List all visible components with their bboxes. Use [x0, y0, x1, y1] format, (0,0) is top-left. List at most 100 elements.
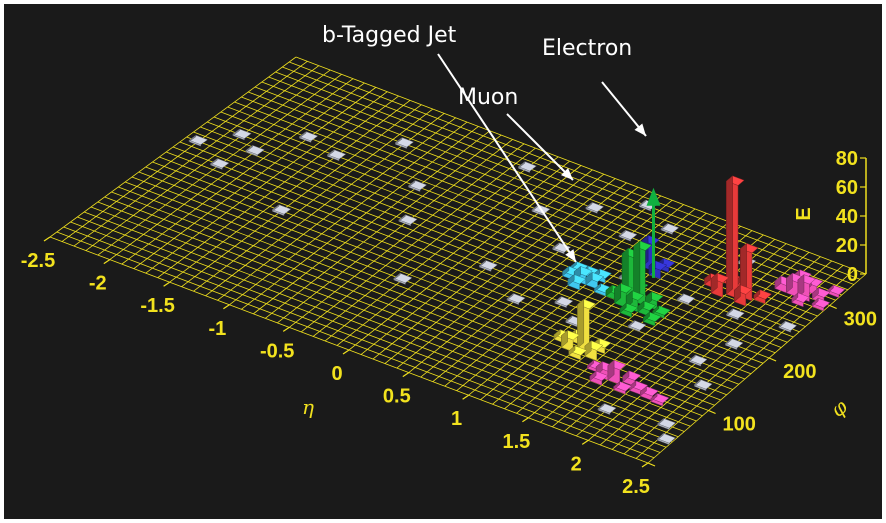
grid-line-phi	[179, 141, 764, 364]
green-tower	[614, 282, 633, 308]
grid-line-phi	[295, 56, 867, 275]
noise-tower	[209, 157, 230, 170]
noise-tower	[627, 319, 647, 332]
grid-line-phi	[227, 106, 806, 327]
annotation-muon-text: Muon	[458, 85, 518, 110]
phi-tick-mark	[708, 409, 716, 415]
noise-tower	[407, 179, 428, 192]
energy-tick-label: 0	[847, 264, 858, 286]
noise-tower	[554, 295, 574, 308]
eta-tick-mark	[163, 281, 170, 287]
annotation-muon: Muon	[458, 85, 574, 181]
grid-line-phi	[145, 166, 733, 390]
cyan-tower	[567, 273, 587, 291]
magenta-tower	[639, 385, 659, 401]
noise-tower	[726, 308, 745, 321]
eta-tick-mark	[103, 259, 111, 265]
yellow-tower	[560, 329, 580, 353]
grid-line-phi	[63, 226, 661, 453]
green-tower	[642, 311, 662, 327]
grid-line-phi	[186, 136, 770, 359]
eta-tick-mark	[223, 304, 230, 310]
annotation-muon-arrowhead	[561, 168, 573, 180]
noise-tower	[394, 137, 415, 149]
noise-tower	[326, 149, 347, 162]
energy-axis-label: E	[793, 207, 815, 220]
magenta-tower	[791, 292, 810, 308]
eta-tick-label: -2.5	[21, 250, 55, 272]
red-tower	[725, 175, 745, 299]
eta-tick-label: 0.5	[383, 386, 411, 408]
annotation-b-tagged-jet-text: b-Tagged Jet	[322, 23, 457, 48]
phi-tick-mark	[647, 462, 656, 467]
grid-line-phi	[200, 126, 782, 348]
grid-line-phi	[213, 116, 794, 338]
annotations: b-Tagged Jet Muon Electron	[322, 23, 647, 263]
magenta-tower	[622, 370, 642, 387]
energy-axis	[860, 157, 867, 275]
magenta-tower	[589, 370, 609, 386]
noise-tower	[298, 131, 319, 143]
grid-line-phi	[56, 231, 655, 459]
grid-line-phi	[138, 171, 727, 396]
grid-line-phi	[172, 146, 758, 369]
noise-tower	[778, 320, 798, 333]
magenta-tower	[650, 392, 670, 407]
eta-tick-mark	[402, 372, 410, 378]
grid-line-phi	[84, 211, 679, 438]
grid-line-phi	[131, 176, 721, 401]
grid-line-phi	[166, 151, 752, 375]
magenta-tower	[607, 359, 627, 385]
eta-tick-label: 2.5	[622, 476, 650, 498]
noise-tower	[506, 292, 526, 305]
red-tower	[710, 272, 730, 298]
eta-tick-mark	[462, 394, 469, 400]
annotation-electron-arrowhead	[634, 123, 646, 136]
annotation-muon-line	[506, 113, 574, 181]
energy-tick-label: 80	[836, 148, 858, 170]
noise-tower	[693, 378, 713, 392]
annotation-electron-text: Electron	[542, 36, 632, 61]
energy-tick-label: 40	[836, 206, 858, 228]
energy-tick-label: 20	[836, 235, 858, 257]
noise-tower	[232, 128, 252, 141]
noise-tower	[271, 204, 292, 216]
noise-tower	[676, 293, 696, 306]
grid-line-phi	[220, 111, 800, 333]
eta-tick-mark	[522, 417, 529, 423]
cyan-tower	[585, 271, 605, 290]
yellow-tower	[568, 345, 588, 361]
noise-tower	[517, 161, 537, 173]
eta-tick-label: -0.5	[260, 340, 294, 362]
noise-tower	[552, 242, 572, 255]
noise-tower	[478, 259, 498, 272]
eta-tick-mark	[581, 439, 589, 445]
eta-tick-label: -1.5	[140, 295, 174, 317]
muon-arrow-head	[646, 187, 661, 206]
eta-tick-label: -1	[209, 318, 227, 340]
eta-tick-label: 0	[331, 363, 342, 385]
grid-line-phi	[152, 161, 739, 385]
noise-tower	[393, 272, 413, 285]
noise-tower	[656, 432, 676, 445]
eta-tick-mark	[641, 462, 649, 468]
axis-labels: -2.5 -2 -1.5 -1 -0.5 0 0.5 1 1.5 2 2.5 100 200 300 0 20…	[21, 148, 877, 498]
noise-tower	[724, 337, 744, 350]
eta-tick-mark	[43, 236, 51, 242]
annotation-b-tagged-jet-arrowhead	[565, 249, 576, 262]
energy-tick-label: 60	[836, 177, 858, 199]
phi-tick-mark	[768, 357, 777, 362]
noise-tower	[188, 134, 209, 147]
phi-tick-label: 100	[723, 414, 756, 436]
annotation-b-tagged-jet: b-Tagged Jet	[322, 23, 577, 263]
green-tower	[637, 300, 657, 317]
eta-tick-label: 1	[451, 408, 462, 430]
yellow-tower	[584, 340, 604, 361]
eta-tick-mark	[282, 326, 290, 332]
eta-tick-label: 2	[571, 453, 582, 475]
green-tower	[633, 240, 653, 307]
phi-tick-mark	[829, 304, 837, 310]
red-tower	[753, 289, 772, 305]
red-tower	[733, 284, 753, 307]
